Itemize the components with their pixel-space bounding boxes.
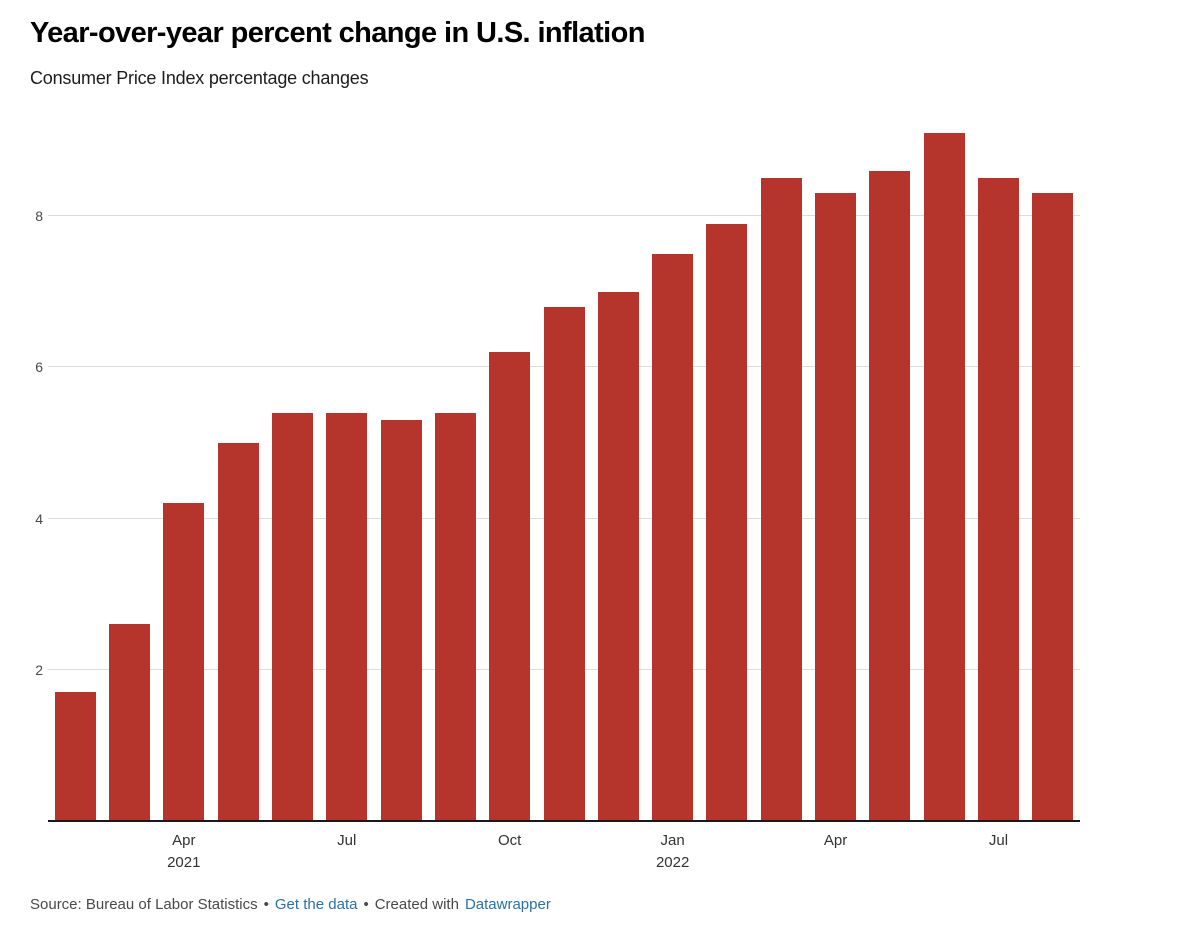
x-axis-label-oct: Oct [498, 832, 522, 849]
chart-title: Year-over-year percent change in U.S. in… [30, 17, 645, 49]
x-axis-label-apr-2021: Apr [172, 832, 196, 849]
bar-jun-2021 [271, 412, 313, 821]
x-axis-year-label-2022: 2022 [655, 854, 690, 871]
separator-bullet: • [363, 896, 369, 913]
y-axis-tick-label-6: 6 [35, 359, 43, 376]
bar-jun-2022 [923, 133, 965, 821]
bar-dec-2021 [597, 291, 639, 821]
x-axis-label-jul: Jul [988, 832, 1009, 849]
x-axis-label-apr: Apr [823, 832, 848, 849]
bar-oct-2021 [489, 352, 531, 821]
x-axis-baseline [48, 820, 1080, 822]
created-with-text: Created with [374, 896, 459, 913]
separator-bullet: • [263, 896, 269, 913]
y-axis-tick-label-8: 8 [35, 208, 43, 225]
bar-mar-2022 [760, 178, 802, 821]
source-text: Source: Bureau of Labor Statistics [30, 896, 258, 913]
y-axis-tick-label-4: 4 [35, 510, 43, 527]
bar-aug-2022 [1032, 193, 1074, 821]
bar-may-2022 [869, 170, 911, 821]
x-axis-year-label-2021: 2021 [167, 854, 201, 871]
bar-apr-2021 [163, 503, 205, 821]
bar-jul-2022 [978, 178, 1020, 821]
footer: Source: Bureau of Labor Statistics • Get… [30, 896, 551, 913]
bar-mar-2021 [108, 624, 150, 821]
gridline-y-8 [48, 215, 1080, 217]
bar-jan-2022 [652, 253, 694, 821]
bar-feb-2022 [706, 223, 748, 821]
x-axis-label-jul: Jul [337, 832, 357, 849]
bar-apr-2022 [815, 193, 857, 821]
bar-nov-2021 [543, 306, 585, 821]
bar-feb-2021 [54, 692, 96, 821]
datawrapper-link[interactable]: Datawrapper [464, 896, 551, 913]
get-the-data-link[interactable]: Get the data [274, 896, 358, 913]
y-axis-tick-label-2: 2 [35, 661, 43, 678]
chart-subtitle: Consumer Price Index percentage changes [30, 68, 369, 88]
bar-jul-2021 [326, 412, 368, 821]
plot-area: 2 4 6 8 Apr 2021 Jul Oct Jan 2022 Apr Jul [35, 133, 1080, 871]
x-axis-label-jan-2022: Jan [660, 832, 685, 849]
bar-sep-2021 [434, 412, 476, 821]
bar-aug-2021 [380, 420, 422, 821]
bar-may-2021 [217, 442, 259, 821]
